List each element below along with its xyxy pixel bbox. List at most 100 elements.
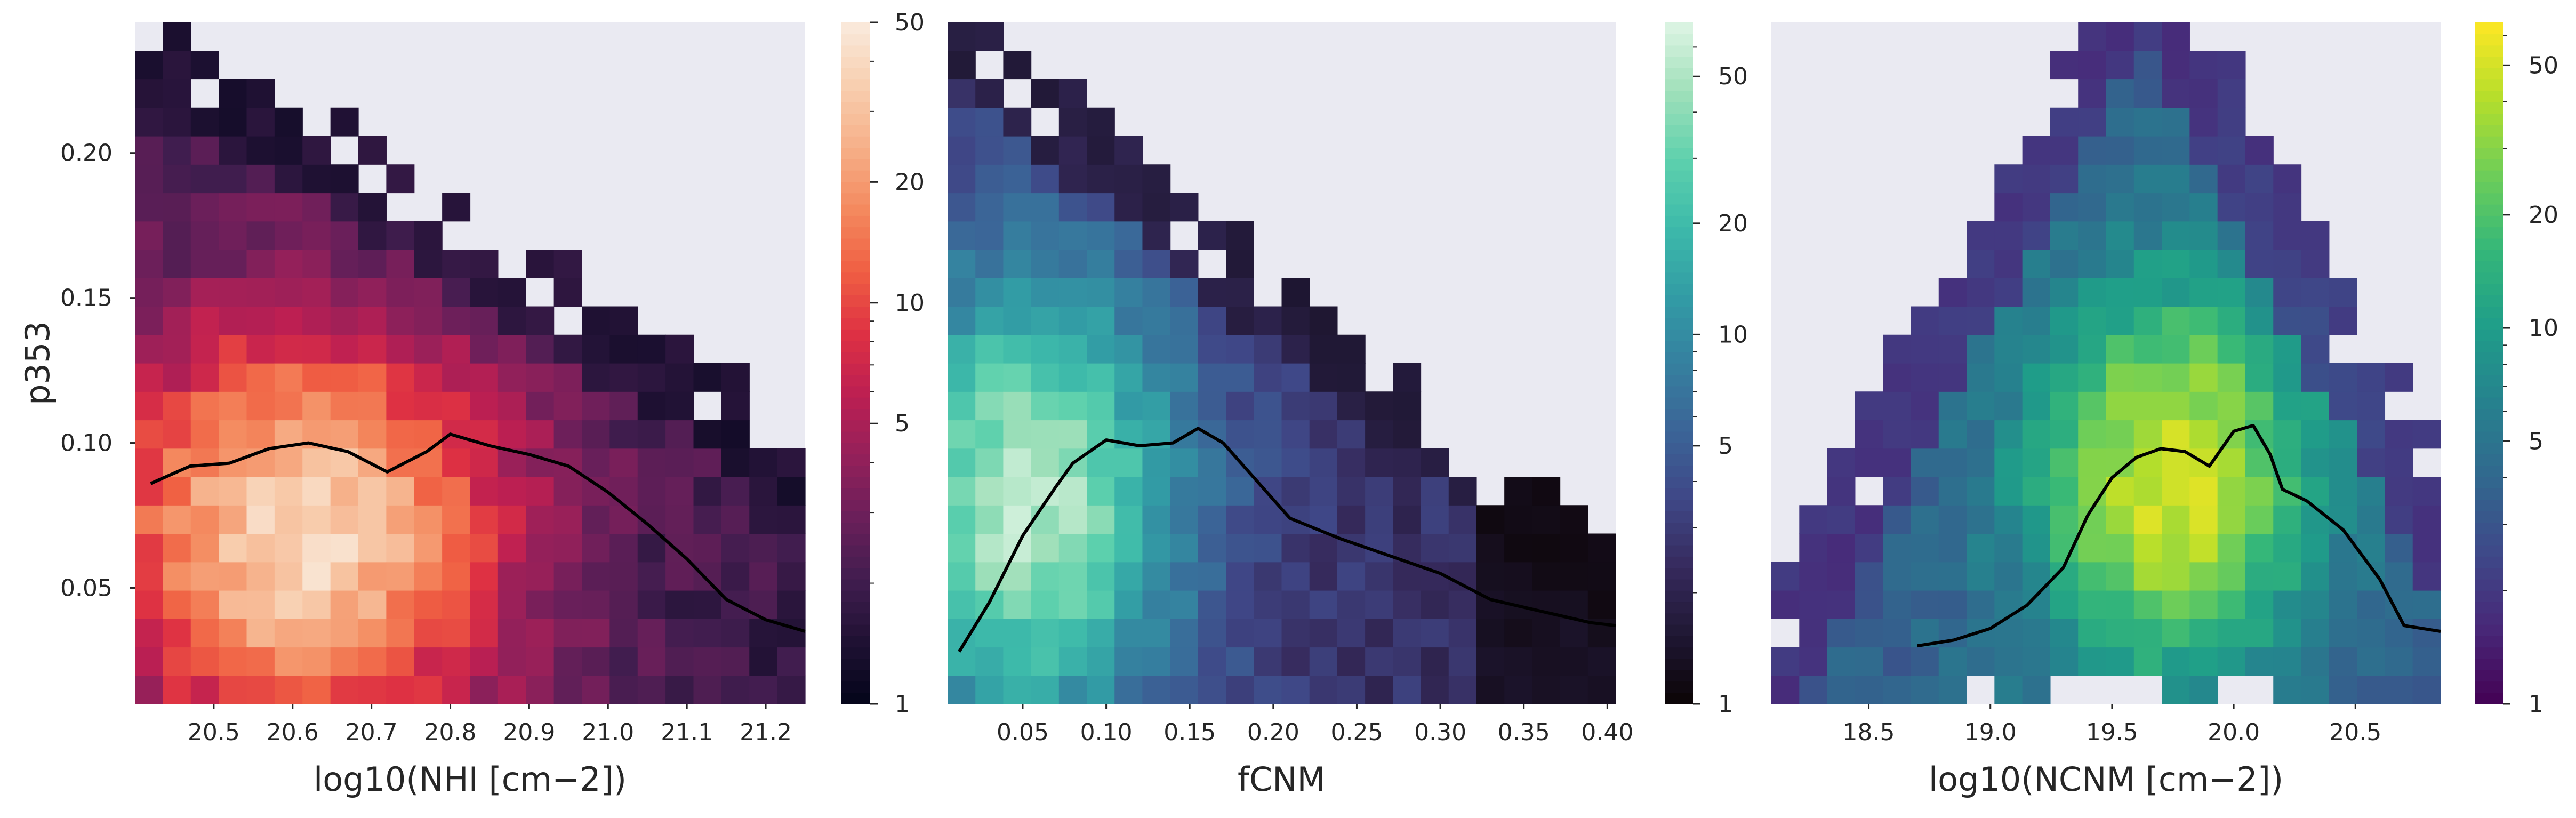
x-tick-label: 21.2 bbox=[740, 719, 792, 746]
heatmap-cell bbox=[1226, 278, 1254, 307]
colorbar-segment bbox=[1665, 431, 1693, 443]
heatmap-cell bbox=[2050, 250, 2079, 278]
heatmap-cell bbox=[2273, 391, 2302, 421]
heatmap-cell bbox=[1087, 278, 1115, 307]
colorbar-segment bbox=[2475, 386, 2503, 398]
heatmap-cell bbox=[693, 505, 722, 534]
heatmap-cell bbox=[2217, 193, 2246, 222]
heatmap-cell bbox=[637, 391, 666, 421]
x-tick-label: 18.5 bbox=[1843, 719, 1895, 746]
colorbar-segment bbox=[841, 692, 870, 704]
heatmap-cell bbox=[470, 363, 499, 392]
heatmap-cell bbox=[1309, 420, 1338, 449]
heatmap-cell bbox=[442, 647, 471, 676]
heatmap-cell bbox=[1827, 647, 1856, 676]
heatmap-cell bbox=[442, 562, 471, 591]
heatmap-cell bbox=[1911, 306, 1939, 335]
x-tick-label: 19.0 bbox=[1964, 719, 2017, 746]
heatmap-cell bbox=[1058, 675, 1087, 704]
heatmap-cell bbox=[975, 221, 1004, 250]
heatmap-cell bbox=[1226, 391, 1254, 421]
colorbar-segment bbox=[1665, 408, 1693, 421]
heatmap-cell bbox=[526, 505, 555, 534]
heatmap-cell bbox=[2022, 533, 2051, 563]
heatmap-cell bbox=[330, 647, 359, 676]
heatmap-cell bbox=[2189, 363, 2218, 392]
heatmap-cell bbox=[1393, 363, 1422, 392]
colorbar-segment bbox=[2475, 363, 2503, 375]
heatmap-cell bbox=[1393, 647, 1422, 676]
heatmap-cell bbox=[526, 675, 555, 704]
colorbar-segment bbox=[841, 522, 870, 534]
heatmap-cell bbox=[330, 306, 359, 335]
heatmap-cell bbox=[2329, 306, 2357, 335]
heatmap-cell bbox=[2162, 22, 2190, 51]
heatmap-cell bbox=[302, 477, 331, 506]
heatmap-cell bbox=[135, 448, 163, 477]
heatmap-cell bbox=[665, 675, 694, 704]
heatmap-cell bbox=[2078, 51, 2107, 80]
colorbar-segment bbox=[2475, 272, 2503, 284]
heatmap-cell bbox=[2273, 363, 2302, 392]
heatmap-cell bbox=[526, 647, 555, 676]
heatmap-cell bbox=[302, 675, 331, 704]
heatmap-cell bbox=[330, 533, 359, 563]
heatmap-cell bbox=[2106, 164, 2134, 194]
heatmap-cell bbox=[526, 306, 555, 335]
heatmap-cell bbox=[1827, 533, 1856, 563]
heatmap-cell bbox=[1254, 533, 1282, 563]
colorbar-segment bbox=[1665, 272, 1693, 284]
heatmap-cell bbox=[1393, 675, 1422, 704]
heatmap-cell bbox=[1938, 448, 1967, 477]
heatmap-cell bbox=[2022, 420, 2051, 449]
heatmap-cell bbox=[219, 363, 247, 392]
heatmap-cell bbox=[2106, 51, 2134, 80]
heatmap-cell bbox=[330, 363, 359, 392]
heatmap-cell bbox=[777, 562, 806, 591]
heatmap-cell bbox=[582, 448, 610, 477]
colorbar-segment bbox=[1665, 443, 1693, 455]
heatmap-cell bbox=[1142, 448, 1171, 477]
heatmap-cell bbox=[1911, 420, 1939, 449]
x-tick-label: 0.40 bbox=[1581, 719, 1633, 746]
heatmap-cell bbox=[2189, 79, 2218, 108]
heatmap-cell bbox=[749, 647, 778, 676]
heatmap-cell bbox=[1031, 505, 1060, 534]
heatmap-cell bbox=[163, 562, 191, 591]
heatmap-cell bbox=[2273, 221, 2302, 250]
heatmap-cell bbox=[948, 562, 976, 591]
colorbar-segment bbox=[2475, 579, 2503, 591]
heatmap-cell bbox=[1504, 533, 1532, 563]
heatmap-cell bbox=[497, 477, 526, 506]
heatmap-cell bbox=[219, 590, 247, 619]
colorbar-segment bbox=[841, 670, 870, 682]
heatmap-cell bbox=[553, 505, 582, 534]
heatmap-cell bbox=[2245, 334, 2274, 364]
heatmap-cell bbox=[1393, 590, 1422, 619]
colorbar-segment bbox=[1665, 68, 1693, 80]
heatmap-cell bbox=[2022, 363, 2051, 392]
heatmap-cell bbox=[302, 590, 331, 619]
heatmap-cell bbox=[777, 505, 806, 534]
heatmap-cell bbox=[190, 136, 219, 165]
heatmap-cell bbox=[1967, 363, 1995, 392]
heatmap-cell bbox=[1170, 278, 1199, 307]
heatmap-cell bbox=[2301, 675, 2330, 704]
heatmap-cell bbox=[2357, 420, 2386, 449]
heatmap-cell bbox=[330, 477, 359, 506]
heatmap-cell bbox=[1170, 334, 1199, 364]
heatmap-cell bbox=[2301, 250, 2330, 278]
colorbar-segment bbox=[1665, 351, 1693, 364]
heatmap-cell bbox=[2162, 79, 2190, 108]
colorbar-segment bbox=[1665, 386, 1693, 398]
colorbar-segment bbox=[841, 658, 870, 670]
heatmap-cell bbox=[1337, 619, 1366, 648]
heatmap-cell bbox=[1003, 477, 1032, 506]
x-tick-label: 0.15 bbox=[1163, 719, 1216, 746]
heatmap-cell bbox=[1031, 590, 1060, 619]
heatmap-cell bbox=[442, 619, 471, 648]
heatmap-cell bbox=[358, 136, 387, 165]
heatmap-cell bbox=[219, 477, 247, 506]
heatmap-cell bbox=[2217, 562, 2246, 591]
heatmap-cell bbox=[2412, 675, 2441, 704]
